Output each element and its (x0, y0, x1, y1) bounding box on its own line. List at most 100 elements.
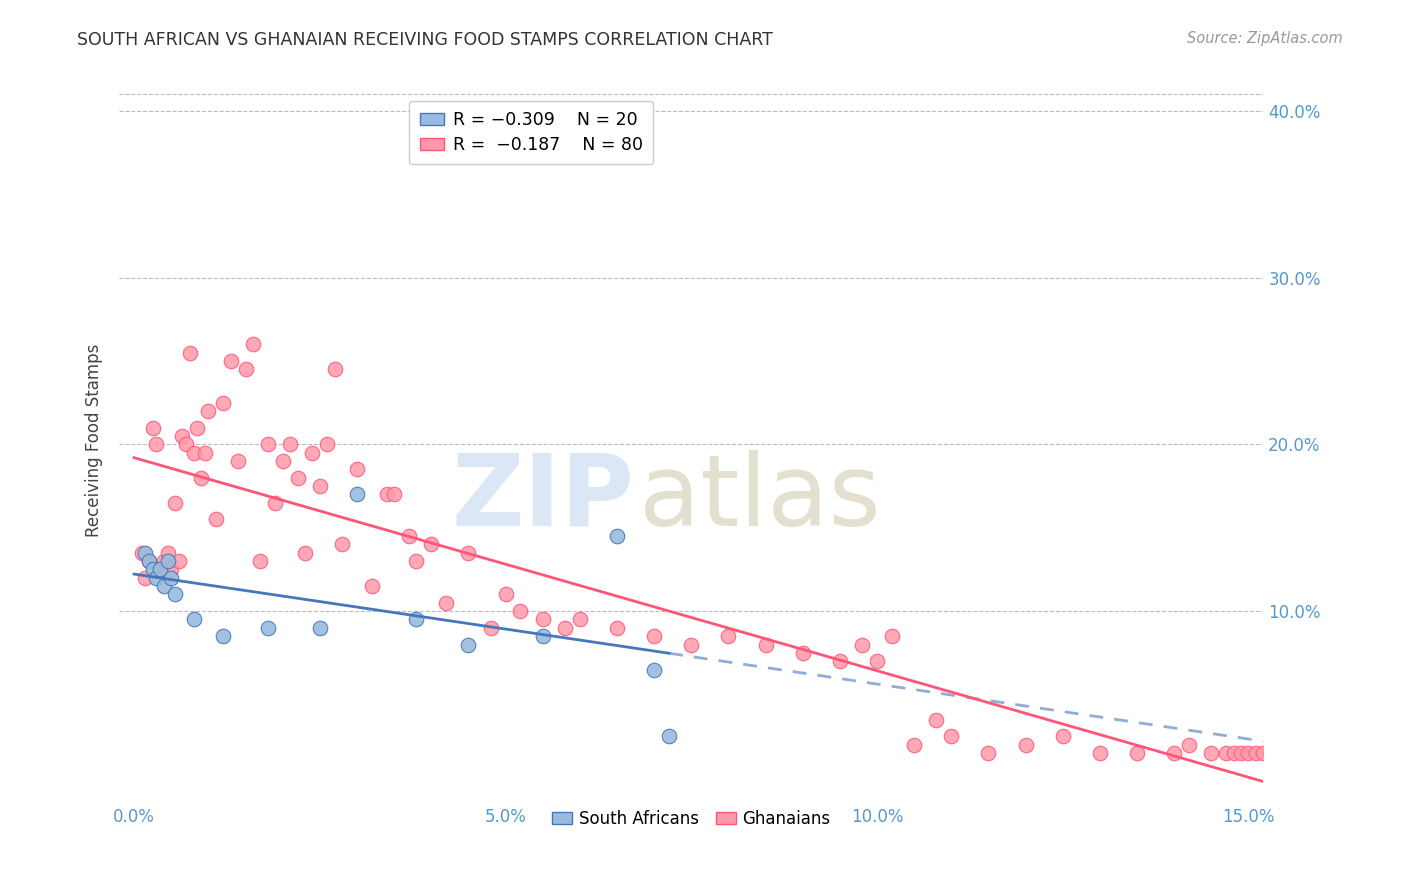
Point (134, 546, 156, 560)
Point (271, 454, 294, 468)
Point (457, 546, 479, 560)
Point (346, 487, 368, 501)
Point (360, 579, 382, 593)
Point (1178, 738, 1201, 752)
Point (287, 471, 309, 485)
Point (554, 621, 576, 635)
Point (212, 629, 235, 643)
Point (183, 612, 205, 626)
Point (643, 663, 665, 677)
Point (1253, 746, 1275, 760)
Point (1230, 746, 1253, 760)
Point (903, 738, 925, 752)
Point (420, 537, 443, 551)
Text: Source: ZipAtlas.com: Source: ZipAtlas.com (1187, 31, 1343, 46)
Point (160, 571, 183, 585)
Point (375, 487, 398, 501)
Point (235, 362, 257, 376)
Point (531, 629, 554, 643)
Point (294, 546, 316, 560)
Point (1201, 746, 1223, 760)
Point (643, 629, 665, 643)
Point (792, 646, 814, 660)
Point (257, 621, 280, 635)
Point (330, 537, 353, 551)
Point (1260, 746, 1282, 760)
Point (531, 612, 554, 626)
Point (316, 437, 339, 451)
Point (308, 621, 330, 635)
Point (851, 638, 873, 652)
Point (1052, 729, 1074, 743)
Point (828, 654, 851, 668)
Point (134, 571, 156, 585)
Point (194, 446, 217, 460)
Point (156, 554, 179, 568)
Point (382, 487, 405, 501)
Point (457, 638, 479, 652)
Point (509, 604, 531, 618)
Point (681, 638, 703, 652)
Point (606, 621, 628, 635)
Point (167, 554, 190, 568)
Point (205, 512, 228, 526)
Point (219, 354, 242, 368)
Point (242, 337, 264, 351)
Point (183, 446, 205, 460)
Point (145, 571, 167, 585)
Point (1215, 746, 1237, 760)
Point (172, 429, 194, 443)
Point (717, 629, 740, 643)
Point (138, 554, 160, 568)
Point (156, 546, 179, 560)
Point (212, 395, 235, 409)
Point (755, 638, 778, 652)
Point (149, 562, 172, 576)
Point (131, 546, 153, 560)
Point (142, 420, 165, 434)
Point (346, 462, 368, 476)
Point (1163, 746, 1185, 760)
Point (278, 437, 301, 451)
Point (479, 621, 502, 635)
Point (658, 729, 681, 743)
Point (138, 554, 160, 568)
Point (142, 562, 165, 576)
Point (398, 529, 420, 543)
Point (1237, 746, 1260, 760)
Point (925, 713, 948, 727)
Point (153, 554, 176, 568)
Point (568, 612, 591, 626)
Point (1014, 738, 1036, 752)
Point (186, 420, 208, 434)
Point (1126, 746, 1149, 760)
Y-axis label: Receiving Food Stamps: Receiving Food Stamps (86, 343, 103, 537)
Point (405, 612, 427, 626)
Point (1244, 746, 1267, 760)
Text: atlas: atlas (640, 450, 880, 547)
Text: ZIP: ZIP (451, 450, 634, 547)
Point (308, 479, 330, 493)
Point (264, 496, 287, 510)
Point (977, 746, 1000, 760)
Point (1088, 746, 1111, 760)
Point (163, 587, 186, 601)
Point (197, 404, 219, 418)
Point (866, 654, 889, 668)
Point (1222, 746, 1244, 760)
Point (880, 629, 903, 643)
Point (153, 579, 176, 593)
Point (249, 554, 271, 568)
Point (145, 437, 167, 451)
Point (149, 562, 172, 576)
Point (179, 345, 201, 359)
Text: SOUTH AFRICAN VS GHANAIAN RECEIVING FOOD STAMPS CORRELATION CHART: SOUTH AFRICAN VS GHANAIAN RECEIVING FOOD… (77, 31, 773, 49)
Point (174, 437, 197, 451)
Legend: South Africans, Ghanaians: South Africans, Ghanaians (546, 803, 837, 835)
Point (226, 454, 249, 468)
Point (257, 437, 280, 451)
Point (160, 562, 183, 576)
Point (323, 362, 346, 376)
Point (405, 554, 427, 568)
Point (606, 529, 628, 543)
